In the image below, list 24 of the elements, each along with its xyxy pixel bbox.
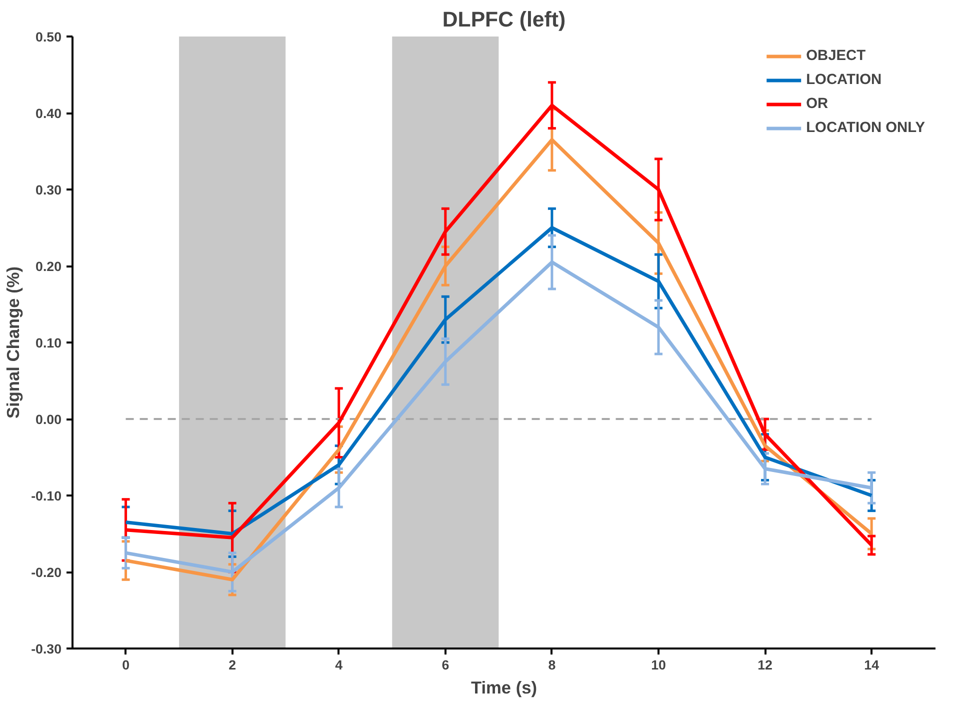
x-tick-label: 6 [442,658,450,672]
x-tick-label: 2 [228,658,236,672]
y-tick-label: 0.20 [36,259,62,274]
x-tick-label: 14 [864,658,880,672]
x-tick-label: 4 [335,658,344,672]
legend-label: OR [806,96,828,112]
x-tick-label: 10 [651,658,666,672]
y-tick-label: 0.00 [36,412,62,427]
x-tick-label: 8 [548,658,556,672]
x-tick-label: 0 [122,658,130,672]
chart-title: DLPFC (left) [442,8,566,32]
y-tick-label: -0.20 [31,565,62,580]
y-tick-label: 0.30 [36,182,62,198]
x-tick-label: 12 [758,658,772,672]
y-tick-label: -0.30 [31,642,62,656]
y-tick-label: 0.40 [36,106,62,121]
legend-label: LOCATION [806,72,882,88]
y-tick-label: 0.10 [36,336,62,350]
legend-label: OBJECT [806,48,866,64]
y-tick-label: -0.10 [31,488,62,504]
y-tick-label: 0.50 [36,30,62,44]
y-axis-title: Signal Change (%) [3,266,24,419]
x-axis-title: Time (s) [470,678,538,698]
legend-label: LOCATION ONLY [806,120,925,136]
